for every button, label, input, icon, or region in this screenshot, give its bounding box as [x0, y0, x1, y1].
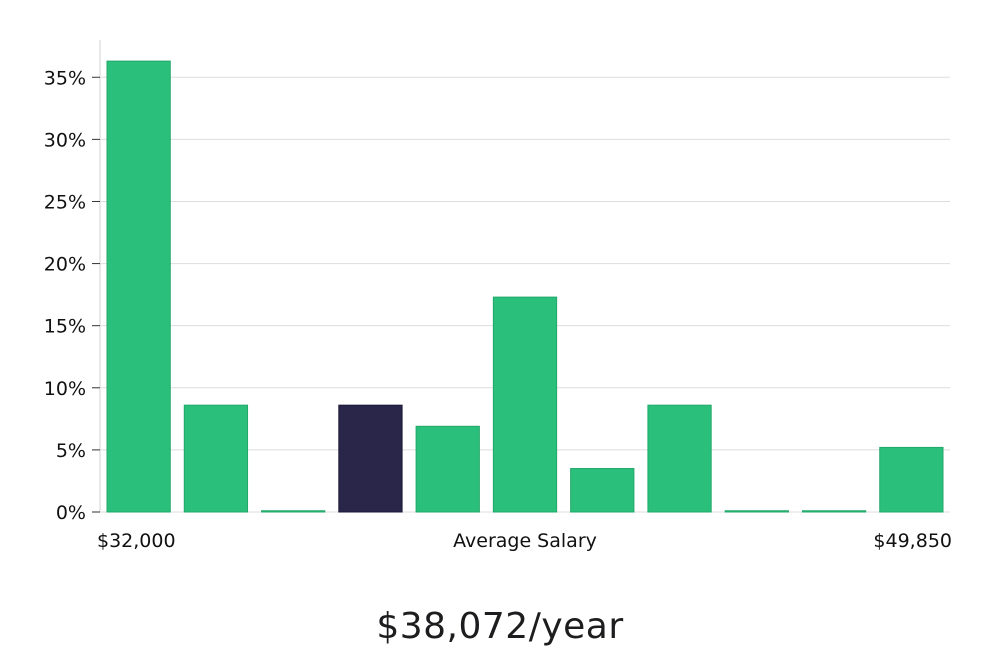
bar — [879, 446, 944, 513]
x-end-label: $49,850 — [873, 530, 952, 552]
x-start-label: $32,000 — [97, 530, 176, 552]
y-tick-label: 30% — [44, 129, 86, 151]
y-tick-label: 20% — [44, 254, 86, 276]
average-salary-value: $38,072/year — [376, 606, 624, 647]
y-tick-label: 25% — [44, 191, 86, 213]
bar — [570, 468, 635, 513]
y-tick-label: 10% — [44, 378, 86, 400]
y-tick-label: 35% — [44, 67, 86, 89]
bar-highlighted — [338, 404, 403, 513]
bar — [492, 296, 558, 513]
bar — [415, 425, 480, 513]
bar — [183, 404, 249, 513]
salary-histogram: 0% 5% 10% 15% 20% 25% 30% 35% $32,000 Average S… — [44, 40, 952, 552]
y-tick-label: 15% — [44, 316, 86, 338]
bar — [261, 510, 326, 513]
y-tick-label: 0% — [56, 502, 86, 524]
bar — [724, 510, 789, 513]
x-axis-label: Average Salary — [453, 530, 597, 552]
y-tick-label: 5% — [56, 440, 86, 462]
bar — [647, 404, 712, 513]
bar — [801, 510, 867, 513]
bar — [106, 60, 171, 513]
